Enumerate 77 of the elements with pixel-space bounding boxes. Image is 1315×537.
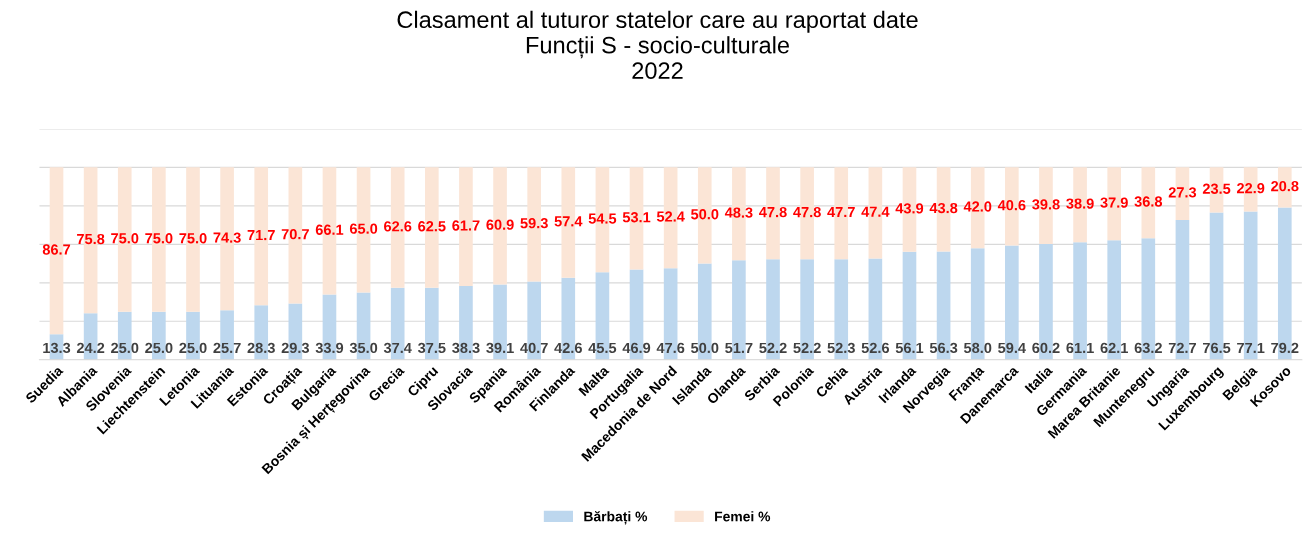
data-label: 75.0: [145, 233, 173, 244]
data-label: 79.2: [1271, 342, 1299, 354]
data-label: 50.0: [691, 342, 719, 354]
data-label: 24.2: [76, 342, 105, 353]
data-label: 60.2: [1032, 342, 1060, 354]
data-label: 25.0: [179, 342, 207, 354]
data-label: 47.6: [656, 342, 685, 354]
data-label: 23.5: [1202, 183, 1231, 194]
data-label: 39.1: [486, 342, 514, 354]
data-label: 22.9: [1236, 182, 1265, 194]
data-label: 56.1: [895, 342, 924, 354]
data-label: 36.8: [1134, 196, 1163, 207]
data-label: 47.4: [861, 206, 890, 217]
data-label: 60.9: [486, 219, 514, 230]
data-label: 61.1: [1066, 342, 1094, 354]
data-label: 71.7: [247, 230, 275, 241]
data-label: 46.9: [622, 342, 651, 354]
data-label: 61.7: [452, 220, 480, 231]
data-label: 38.3: [452, 342, 480, 354]
data-label: 75.0: [179, 233, 207, 244]
data-label: 29.3: [281, 342, 310, 354]
data-label: 63.2: [1134, 342, 1162, 354]
data-label: 25.0: [145, 342, 173, 354]
data-label: 33.9: [315, 342, 344, 354]
data-label: 65.0: [349, 223, 378, 234]
data-label: 62.6: [384, 221, 412, 232]
data-label: 40.7: [520, 342, 548, 354]
data-label: 25.0: [111, 342, 139, 354]
data-label: 47.8: [793, 206, 821, 218]
data-label: 20.8: [1271, 180, 1299, 192]
data-label: 13.3: [43, 342, 71, 354]
data-label: 47.7: [827, 207, 855, 218]
chart-title: Clasament al tuturor statelor care au raportat date Funcții S - socio-culturale 2022: [397, 10, 918, 80]
data-label: 52.2: [759, 342, 787, 354]
data-label: 58.0: [963, 342, 992, 354]
data-label: 57.4: [554, 216, 583, 227]
data-label: 59.4: [998, 342, 1026, 354]
data-label: 25.7: [213, 342, 241, 354]
data-label: 45.5: [588, 342, 617, 354]
data-label: 62.1: [1100, 342, 1128, 354]
data-label: 86.7: [42, 244, 71, 255]
data-label: 40.6: [997, 200, 1026, 211]
data-label: 75.8: [77, 233, 105, 245]
data-label: 52.3: [827, 342, 855, 354]
legend-label: Bărbați %: [584, 511, 648, 525]
data-label: 37.5: [417, 342, 446, 354]
data-label: 62.5: [418, 221, 446, 232]
legend-label: Femei %: [715, 511, 771, 522]
data-label: 37.9: [1100, 197, 1128, 208]
data-label: 52.2: [793, 342, 821, 354]
data-label: 42.0: [963, 201, 992, 212]
data-label: 47.8: [759, 206, 787, 218]
data-label: 77.1: [1237, 342, 1265, 353]
data-label: 72.7: [1168, 342, 1196, 353]
data-label: 38.9: [1066, 198, 1094, 209]
data-label: 74.3: [213, 232, 241, 243]
data-label: 37.4: [383, 342, 412, 354]
data-label: 43.9: [895, 203, 924, 214]
data-label: 52.4: [656, 211, 685, 222]
data-label: 53.1: [622, 212, 651, 223]
data-label: 66.1: [315, 224, 344, 235]
data-label: 50.0: [691, 209, 719, 220]
data-label: 43.8: [929, 202, 958, 214]
data-label: 51.7: [725, 342, 753, 354]
data-label: 39.8: [1032, 199, 1060, 210]
data-label: 42.6: [554, 342, 582, 354]
data-label: 48.3: [724, 207, 753, 218]
data-label: 76.5: [1202, 342, 1231, 354]
data-label: 35.0: [349, 342, 378, 354]
data-label: 59.3: [520, 218, 548, 229]
data-label: 54.5: [588, 213, 617, 224]
data-label: 28.3: [247, 342, 275, 354]
data-label: 70.7: [281, 228, 309, 240]
data-label: 56.3: [929, 342, 958, 354]
data-label: 52.6: [861, 342, 890, 354]
data-label: 27.3: [1168, 187, 1197, 198]
data-label: 75.0: [111, 233, 139, 244]
